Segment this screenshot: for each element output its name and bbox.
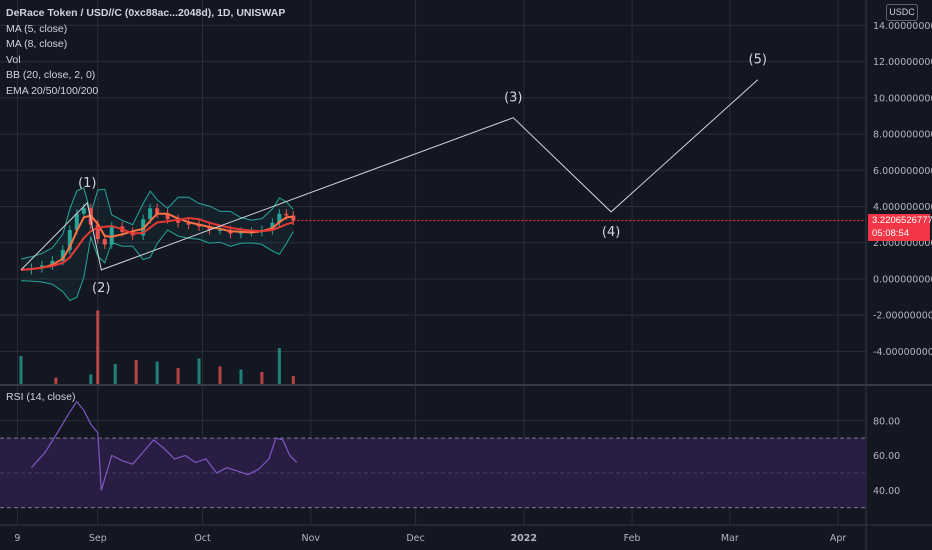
time-axis[interactable]: 9 Sep Oct Nov Dec 2022 Feb Mar Apr bbox=[14, 533, 846, 544]
candle-body bbox=[109, 226, 114, 245]
volume-bar bbox=[218, 366, 222, 384]
volume-bar bbox=[176, 368, 180, 384]
volume-bars bbox=[19, 310, 295, 384]
wave-label: (1) bbox=[78, 176, 96, 191]
price-tick-label: -2.0000000000 bbox=[873, 311, 932, 322]
candle-body bbox=[148, 208, 153, 220]
candle-body bbox=[95, 224, 100, 240]
time-tick-label: Oct bbox=[194, 533, 211, 544]
indicator-ma8[interactable]: MA (8, close) bbox=[6, 38, 68, 50]
bollinger-lower bbox=[20, 229, 294, 302]
volume-bar bbox=[113, 364, 117, 384]
time-tick-label: Apr bbox=[830, 533, 847, 544]
indicator-ma5[interactable]: MA (5, close) bbox=[6, 22, 68, 35]
indicator-vol[interactable]: Vol bbox=[6, 53, 21, 66]
indicator-bb[interactable]: BB (20, close, 2, 0) bbox=[6, 69, 96, 81]
candle-body bbox=[50, 260, 55, 266]
ema-line bbox=[20, 216, 294, 271]
symbol-title[interactable]: DeRace Token / USD//C (0xc88ac...2048d),… bbox=[6, 7, 286, 19]
time-tick-label: Sep bbox=[89, 533, 107, 544]
rsi-tick-label: 40.00 bbox=[873, 486, 900, 497]
indicator-ema[interactable]: EMA 20/50/100/200 bbox=[6, 84, 99, 97]
candle-body bbox=[102, 239, 107, 245]
elliott-wave-drawing[interactable]: (1) (2) (3) (4) (5) bbox=[20, 53, 767, 296]
candle-body bbox=[217, 230, 222, 232]
candle-body bbox=[176, 219, 181, 223]
price-tick-label: 0.0000000000 bbox=[873, 274, 932, 285]
price-tick-label: 10.0000000000 bbox=[873, 93, 932, 104]
last-price-tag: 3.2206526777 05:08:54 bbox=[868, 214, 932, 241]
candle-body bbox=[60, 249, 65, 261]
price-tick-label: 2.0000000000 bbox=[873, 238, 932, 249]
price-tick-label: 4.0000000000 bbox=[873, 202, 932, 213]
ma-line bbox=[20, 212, 294, 271]
price-tick-label: -4.0000000000 bbox=[873, 347, 932, 358]
rsi-legend[interactable]: RSI (14, close) bbox=[6, 391, 76, 403]
volume-bar bbox=[197, 358, 201, 384]
wave-label: (4) bbox=[602, 225, 620, 240]
price-tick-label: 6.0000000000 bbox=[873, 166, 932, 177]
wave-label: (2) bbox=[92, 281, 110, 296]
candle-body bbox=[207, 226, 212, 231]
candle-body bbox=[186, 222, 191, 225]
candle-body bbox=[141, 219, 146, 236]
time-tick-label: Feb bbox=[624, 533, 641, 544]
volume-bar bbox=[96, 310, 100, 384]
volume-bar bbox=[260, 372, 264, 384]
time-tick-label: Mar bbox=[721, 533, 739, 544]
time-tick-label: Dec bbox=[406, 533, 424, 544]
volume-bar bbox=[89, 374, 93, 384]
wave-label: (3) bbox=[504, 91, 522, 106]
volume-bar bbox=[54, 377, 58, 384]
candle-body bbox=[270, 222, 275, 231]
bar-countdown: 05:08:54 bbox=[872, 228, 909, 239]
rsi-tick-label: 80.00 bbox=[873, 416, 900, 427]
candle-body bbox=[291, 215, 296, 221]
rsi-panel bbox=[0, 400, 866, 509]
currency-unit-badge[interactable]: USDC bbox=[886, 4, 918, 21]
time-tick-label: 2022 bbox=[511, 533, 537, 544]
candle-body bbox=[277, 213, 282, 223]
chart-legend: DeRace Token / USD//C (0xc88ac...2048d),… bbox=[6, 6, 285, 99]
wave-path bbox=[20, 79, 759, 271]
volume-bar bbox=[155, 361, 159, 384]
price-tick-label: 14.0000000000 bbox=[873, 21, 932, 32]
rsi-tick-label: 60.00 bbox=[873, 451, 900, 462]
price-tick-label: 12.0000000000 bbox=[873, 57, 932, 68]
candle-body bbox=[67, 230, 72, 250]
wave-label: (5) bbox=[749, 53, 767, 68]
candle-body bbox=[155, 208, 160, 214]
candle-body bbox=[81, 208, 86, 214]
volume-bar bbox=[291, 376, 295, 384]
volume-bar bbox=[239, 369, 243, 384]
price-tick-label: 8.0000000000 bbox=[873, 130, 932, 141]
time-tick-label: 9 bbox=[14, 533, 20, 544]
rsi-line bbox=[30, 400, 298, 491]
candle-body bbox=[284, 213, 289, 216]
last-price-value: 3.2206526777 bbox=[872, 215, 932, 226]
bollinger-upper bbox=[20, 187, 294, 260]
candle-body bbox=[165, 213, 170, 220]
volume-bar bbox=[277, 348, 281, 384]
moving-averages bbox=[20, 212, 866, 271]
candle-body bbox=[74, 213, 79, 231]
candle-body bbox=[39, 265, 44, 269]
volume-bar bbox=[134, 360, 138, 384]
time-tick-label: Nov bbox=[302, 533, 321, 544]
volume-bar bbox=[19, 356, 23, 384]
price-axis[interactable]: 14.0000000000 12.0000000000 10.0000000000 8… bbox=[873, 21, 932, 497]
